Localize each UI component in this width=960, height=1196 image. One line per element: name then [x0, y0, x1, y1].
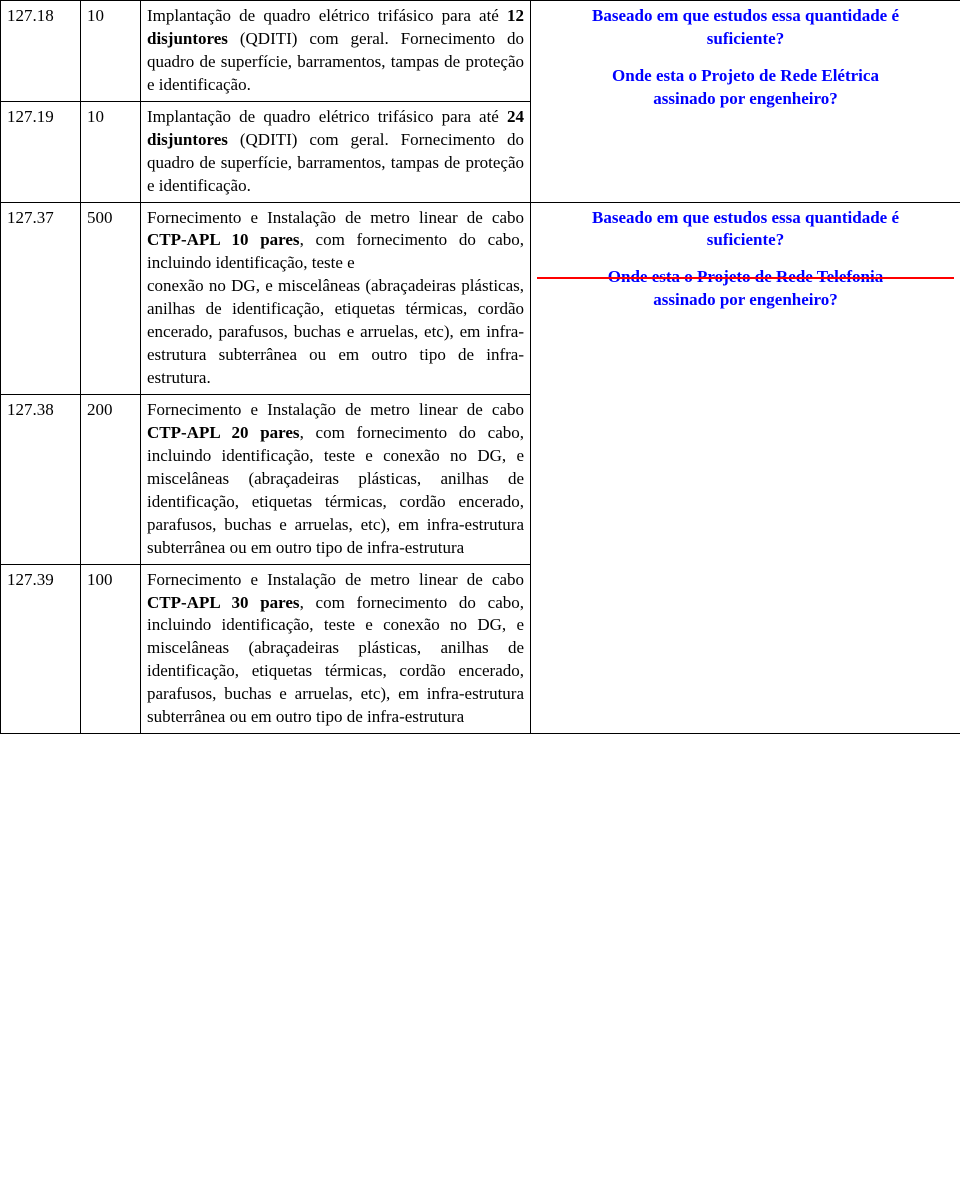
cell-code: 127.37 [1, 202, 81, 395]
desc-text: Implantação de quadro elétrico trifásico… [147, 107, 507, 126]
table-row: 127.37 500 Fornecimento e Instalação de … [1, 202, 960, 395]
cell-qty: 10 [81, 1, 141, 102]
cell-desc: Fornecimento e Instalação de metro linea… [141, 202, 531, 395]
cell-comment: Baseado em que estudos essa quantidade é… [531, 1, 960, 203]
desc-text: , com fornecimento do cabo, incluindo id… [147, 593, 524, 727]
desc-text: Fornecimento e Instalação de metro linea… [147, 400, 524, 419]
comment-line: Baseado em que estudos essa quantidade é [537, 5, 954, 28]
document-page: 127.18 10 Implantação de quadro elétrico… [0, 0, 960, 734]
comment-strikethrough-line: Onde esta o Projeto de Rede Telefonia [537, 266, 954, 289]
spec-table: 127.18 10 Implantação de quadro elétrico… [0, 0, 960, 734]
cell-qty: 200 [81, 395, 141, 565]
desc-text: Fornecimento e Instalação de metro linea… [147, 208, 524, 227]
cell-desc: Implantação de quadro elétrico trifásico… [141, 1, 531, 102]
comment-line: assinado por engenheiro? [537, 289, 954, 312]
comment-line: suficiente? [537, 229, 954, 252]
cell-qty: 500 [81, 202, 141, 395]
comment-line: assinado por engenheiro? [537, 88, 954, 111]
comment-line: suficiente? [537, 28, 954, 51]
comment-question: Baseado em que estudos essa quantidade é… [537, 5, 954, 51]
table-row: 127.18 10 Implantação de quadro elétrico… [1, 1, 960, 102]
cell-code: 127.19 [1, 101, 81, 202]
comment-question: Onde esta o Projeto de Rede Elétrica ass… [537, 65, 954, 111]
cell-code: 127.38 [1, 395, 81, 565]
desc-bold: CTP-APL 30 pares [147, 593, 300, 612]
desc-text: Implantação de quadro elétrico trifásico… [147, 6, 507, 25]
cell-desc: Fornecimento e Instalação de metro linea… [141, 564, 531, 734]
cell-code: 127.18 [1, 1, 81, 102]
red-strike-icon [537, 277, 954, 279]
desc-bold: CTP-APL 10 pares [147, 230, 300, 249]
desc-bold: CTP-APL 20 pares [147, 423, 300, 442]
desc-text: , com fornecimento do cabo, incluindo id… [147, 423, 524, 557]
cell-comment: Baseado em que estudos essa quantidade é… [531, 202, 960, 734]
desc-text: conexão no DG, e miscelâneas (abraçadeir… [147, 275, 524, 390]
cell-desc: Implantação de quadro elétrico trifásico… [141, 101, 531, 202]
comment-line: Onde esta o Projeto de Rede Elétrica [537, 65, 954, 88]
cell-qty: 100 [81, 564, 141, 734]
desc-text: Fornecimento e Instalação de metro linea… [147, 570, 524, 589]
cell-qty: 10 [81, 101, 141, 202]
comment-question: Onde esta o Projeto de Rede Telefonia as… [537, 266, 954, 312]
cell-desc: Fornecimento e Instalação de metro linea… [141, 395, 531, 565]
comment-question: Baseado em que estudos essa quantidade é… [537, 207, 954, 253]
cell-code: 127.39 [1, 564, 81, 734]
comment-line: Baseado em que estudos essa quantidade é [537, 207, 954, 230]
